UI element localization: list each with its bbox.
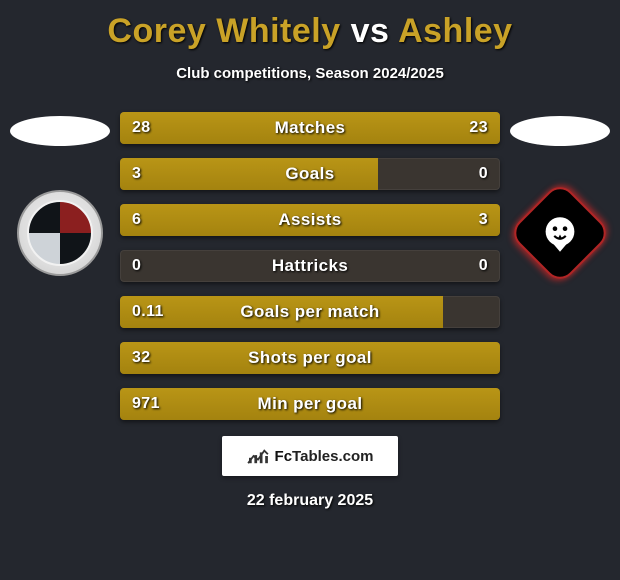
brand-box[interactable]: FcTables.com — [222, 436, 398, 476]
right-side-column — [500, 112, 620, 270]
salford-lion-icon — [537, 210, 583, 256]
left-side-column — [0, 112, 120, 276]
stat-right-value: 23 — [469, 112, 488, 144]
stat-row: 6Assists3 — [120, 204, 500, 236]
player-right-name: Ashley — [398, 12, 513, 50]
stat-right-value: 0 — [479, 250, 488, 282]
stat-label: Hattricks — [120, 250, 500, 282]
comparison-title: Corey Whitely vs Ashley — [0, 0, 620, 51]
stat-label: Goals per match — [120, 296, 500, 328]
stat-label: Assists — [120, 204, 500, 236]
vs-text: vs — [351, 12, 390, 50]
stat-row: 3Goals0 — [120, 158, 500, 190]
stat-row: 28Matches23 — [120, 112, 500, 144]
stat-row: 0.11Goals per match — [120, 296, 500, 328]
stat-right-value: 3 — [479, 204, 488, 236]
stat-row: 0Hattricks0 — [120, 250, 500, 282]
date-text: 22 february 2025 — [0, 492, 620, 510]
brand-text-suffix: Tables.com — [292, 448, 373, 465]
stat-row: 971Min per goal — [120, 388, 500, 420]
stat-label: Goals — [120, 158, 500, 190]
stat-row: 32Shots per goal — [120, 342, 500, 374]
brand-chart-icon — [247, 447, 269, 465]
player-left-name: Corey Whitely — [107, 12, 340, 50]
right-club-badge — [508, 181, 613, 286]
left-club-badge — [17, 190, 103, 276]
brand-text-prefix: Fc — [275, 448, 293, 465]
stat-right-value: 0 — [479, 158, 488, 190]
right-player-photo-placeholder — [510, 116, 610, 146]
bromley-badge-icon — [27, 200, 93, 266]
left-player-photo-placeholder — [10, 116, 110, 146]
brand-text: FcTables.com — [275, 448, 374, 465]
stat-label: Min per goal — [120, 388, 500, 420]
stat-label: Shots per goal — [120, 342, 500, 374]
subtitle: Club competitions, Season 2024/2025 — [0, 65, 620, 82]
stat-bars: 28Matches233Goals06Assists30Hattricks00.… — [120, 112, 500, 420]
stat-label: Matches — [120, 112, 500, 144]
content: 28Matches233Goals06Assists30Hattricks00.… — [0, 112, 620, 420]
